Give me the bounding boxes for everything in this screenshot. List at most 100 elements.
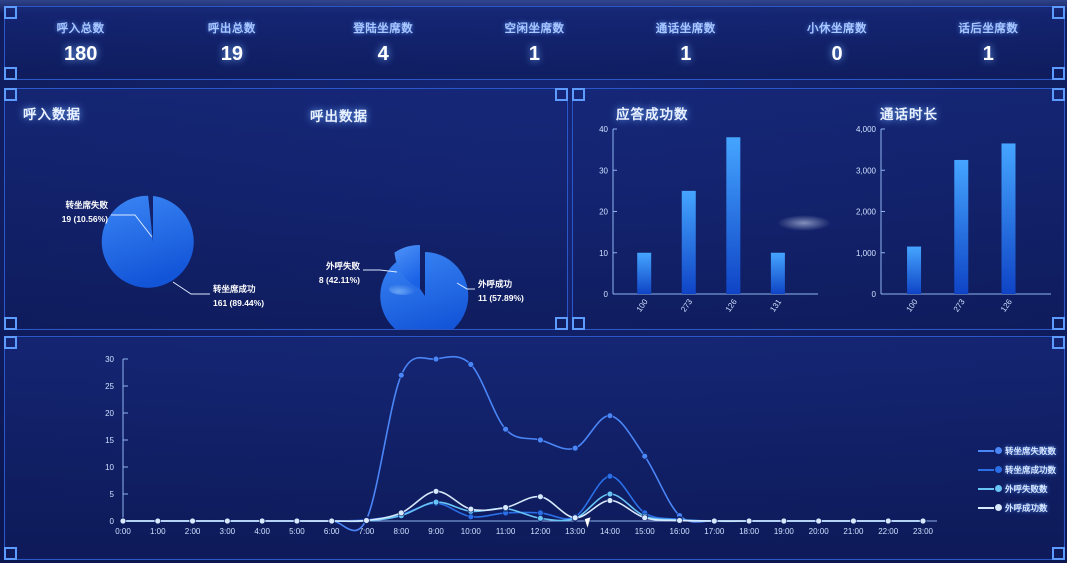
svg-text:6:00: 6:00: [324, 527, 340, 536]
corner-decoration: [4, 336, 17, 349]
hourly-trend-panel: 0 5 10 15 20 25 30 0:00 1:00 2:00 3:00 4:00 5:00 6:00…: [4, 336, 1065, 560]
kpi-summary-panel: 呼入总数 180 呼出总数 19 登陆坐席数 4 空闲坐席数 1 通话坐席数 1 小休坐席数 0 话后坐…: [4, 6, 1065, 80]
hourly-trend-line-chart[interactable]: 0 5 10 15 20 25 30 0:00 1:00 2:00 3:00 4:00 5:00 6:00…: [105, 355, 937, 536]
svg-text:20:00: 20:00: [809, 527, 830, 536]
answer-success-bar-chart[interactable]: 0 10 20 30 40 100 273 126 131: [599, 125, 818, 314]
svg-text:5: 5: [110, 490, 115, 499]
call-duration-bar-chart[interactable]: 0 1,000 2,000 3,000 4,000 100 273 126: [856, 125, 1051, 314]
svg-text:18:00: 18:00: [739, 527, 760, 536]
svg-text:1,000: 1,000: [856, 249, 877, 258]
line-chart-legend: 转坐席失败数 转坐席成功数 外呼失败数外呼成功数: [978, 441, 1064, 517]
svg-text:4,000: 4,000: [856, 125, 877, 134]
svg-text:0: 0: [110, 517, 115, 526]
corner-decoration: [555, 317, 568, 330]
legend-item-2[interactable]: 外呼失败数: [978, 479, 1064, 498]
inbound-pie-chart[interactable]: [101, 193, 210, 295]
corner-decoration: [572, 317, 585, 330]
kpi-value: 4: [377, 43, 389, 65]
kpi-card-5: 小休坐席数 0: [761, 20, 912, 66]
svg-text:17:00: 17:00: [704, 527, 725, 536]
svg-text:13:00: 13:00: [565, 527, 586, 536]
svg-text:1:00: 1:00: [150, 527, 166, 536]
corner-decoration: [1052, 317, 1065, 330]
inbound-slice1-value: 19 (10.56%): [62, 214, 108, 224]
outbound-pie-title: 呼出数据: [310, 109, 368, 124]
kpi-card-2: 登陆坐席数 4: [308, 20, 459, 66]
kpi-value: 180: [63, 43, 98, 65]
corner-decoration: [4, 88, 17, 101]
kpi-value: 0: [831, 43, 843, 65]
inbound-slice2-name: 转坐席成功: [213, 284, 256, 294]
svg-text:131: 131: [768, 297, 783, 314]
legend-label: 转坐席成功数: [1005, 464, 1057, 475]
svg-text:23:00: 23:00: [913, 527, 934, 536]
corner-decoration: [1052, 547, 1065, 560]
corner-decoration: [572, 88, 585, 101]
kpi-label: 通话坐席数: [655, 23, 716, 35]
legend-dot-icon: [995, 504, 1002, 511]
svg-text:11:00: 11:00: [496, 527, 516, 536]
line-series-1: [122, 475, 924, 522]
outbound-slice2-name: 外呼成功: [477, 279, 513, 289]
outbound-slice1-name: 外呼失败: [325, 261, 361, 271]
svg-text:19:00: 19:00: [774, 527, 795, 536]
kpi-value: 1: [528, 43, 541, 65]
corner-decoration: [1052, 6, 1065, 19]
legend-dot-icon: [995, 447, 1002, 454]
legend-line-icon: [978, 487, 994, 490]
call-distribution-panel: 呼入数据 呼出数据: [4, 88, 568, 330]
svg-text:8:00: 8:00: [393, 527, 409, 536]
kpi-value: 19: [220, 43, 244, 65]
svg-text:3:00: 3:00: [220, 527, 236, 536]
legend-label: 转坐席失败数: [1005, 445, 1057, 456]
kpi-card-4: 通话坐席数 1: [610, 20, 761, 66]
svg-text:7:00: 7:00: [359, 527, 375, 536]
svg-text:22:00: 22:00: [878, 527, 899, 536]
corner-decoration: [4, 317, 17, 330]
inbound-slice2-value: 161 (89.44%): [213, 298, 264, 308]
legend-line-icon: [978, 506, 994, 509]
svg-text:2:00: 2:00: [185, 527, 201, 536]
kpi-value: 1: [982, 43, 994, 65]
legend-dot-icon: [995, 466, 1002, 473]
line-series-2: [122, 493, 924, 523]
kpi-card-3: 空闲坐席数 1: [459, 20, 610, 66]
svg-text:16:00: 16:00: [670, 527, 691, 536]
corner-decoration: [4, 6, 17, 19]
corner-decoration: [4, 67, 17, 80]
legend-line-icon: [978, 468, 994, 471]
inbound-slice1-name: 转坐席失败: [65, 200, 108, 210]
legend-item-1[interactable]: 转坐席成功数: [978, 460, 1064, 479]
kpi-label: 空闲坐席数: [504, 23, 565, 35]
svg-text:40: 40: [599, 125, 608, 134]
kpi-card-0: 呼入总数 180: [5, 20, 156, 66]
kpi-card-6: 话后坐席数 1: [913, 20, 1064, 66]
outbound-pie-chart[interactable]: [363, 244, 475, 329]
svg-text:10: 10: [105, 463, 114, 472]
outbound-slice2-value: 11 (57.89%): [478, 293, 524, 303]
legend-item-0[interactable]: 转坐席失败数: [978, 441, 1064, 460]
svg-text:273: 273: [952, 297, 967, 314]
svg-text:4:00: 4:00: [254, 527, 270, 536]
legend-label: 外呼失败数: [1005, 483, 1048, 494]
svg-text:21:00: 21:00: [843, 527, 864, 536]
svg-text:0:00: 0:00: [115, 527, 131, 536]
legend-dot-icon: [995, 485, 1002, 492]
svg-text:100: 100: [635, 297, 650, 314]
svg-text:20: 20: [599, 208, 608, 217]
svg-text:100: 100: [904, 297, 919, 314]
corner-decoration: [4, 547, 17, 560]
svg-text:20: 20: [105, 409, 114, 418]
inbound-pie-title: 呼入数据: [23, 107, 81, 122]
legend-label: 外呼成功数: [1005, 502, 1048, 513]
svg-text:126: 126: [724, 297, 739, 314]
svg-text:126: 126: [999, 297, 1014, 314]
legend-item-3[interactable]: 外呼成功数: [978, 498, 1064, 517]
corner-decoration: [1052, 67, 1065, 80]
kpi-value: 1: [680, 43, 692, 65]
kpi-card-1: 呼出总数 19: [156, 20, 307, 66]
svg-text:2,000: 2,000: [856, 208, 877, 217]
bar-charts-panel: 应答成功数 通话时长 0 10 20 30 40 100 273 126 131 0 1,000 2…: [572, 88, 1065, 330]
svg-text:14:00: 14:00: [600, 527, 621, 536]
